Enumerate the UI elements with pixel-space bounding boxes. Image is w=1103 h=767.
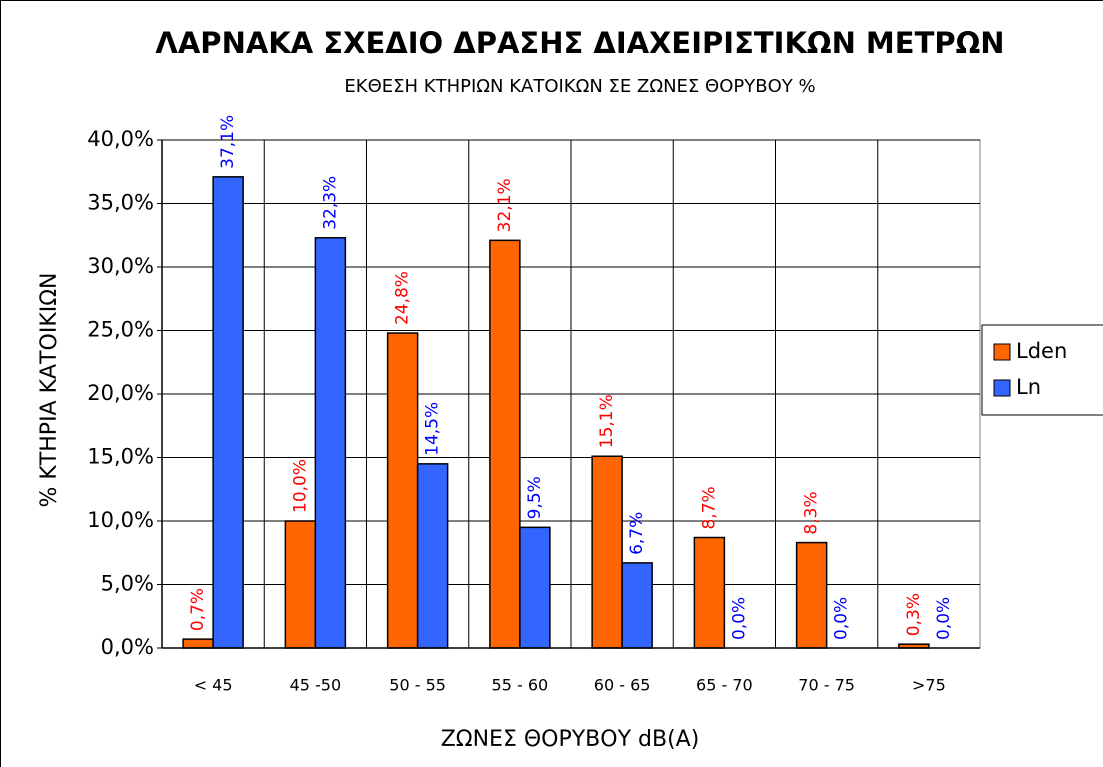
y-tick-label: 0,0% xyxy=(101,635,154,659)
x-tick-label: >75 xyxy=(912,676,946,695)
bar xyxy=(591,455,623,649)
x-tick-label: 50 - 55 xyxy=(389,676,446,695)
bar xyxy=(314,237,347,649)
y-tick-label: 10,0% xyxy=(87,508,154,532)
data-label: 9,5% xyxy=(525,476,545,519)
y-tick-label: 20,0% xyxy=(87,381,154,405)
y-tick-label: 35,0% xyxy=(87,191,154,215)
y-tick-label: 40,0% xyxy=(87,127,154,151)
legend-swatch xyxy=(993,343,1011,361)
x-tick-label: 55 - 60 xyxy=(492,676,549,695)
x-axis-label: ΖΩΝΕΣ ΘΟΡΥΒΟΥ dB(A) xyxy=(441,727,700,752)
x-tick-label: < 45 xyxy=(194,676,233,695)
data-label: 24,8% xyxy=(393,271,413,325)
legend-label: Ln xyxy=(1016,375,1041,399)
bar xyxy=(212,176,244,649)
bar xyxy=(795,541,828,649)
x-tick-label: 65 - 70 xyxy=(696,676,753,695)
bar xyxy=(416,463,449,649)
bar xyxy=(621,562,653,649)
x-tick-label: 60 - 65 xyxy=(594,676,651,695)
bar xyxy=(284,520,317,649)
data-label: 0,3% xyxy=(904,593,924,636)
data-label: 6,7% xyxy=(627,512,647,555)
chart-title: ΛΑΡΝΑΚΑ ΣΧΕΔΙΟ ΔΡΑΣΗΣ ΔΙΑΧΕΙΡΙΣΤΙΚΩΝ ΜΕΤ… xyxy=(155,26,1004,60)
y-tick-label: 30,0% xyxy=(87,254,154,278)
legend-swatch xyxy=(993,379,1011,397)
y-tick-label: 25,0% xyxy=(87,318,154,342)
legend-label: Lden xyxy=(1016,339,1067,363)
y-tick-label: 15,0% xyxy=(87,445,154,469)
legend-box xyxy=(981,324,1103,416)
data-label: 37,1% xyxy=(218,115,238,169)
y-tick-label: 5,0% xyxy=(101,572,154,596)
y-axis-label: % ΚΤΗΡΙΑ ΚΑΤΟΙΚΙΩΝ xyxy=(37,272,62,507)
bar xyxy=(182,638,214,649)
bar xyxy=(693,536,726,649)
data-label: 8,7% xyxy=(699,486,719,529)
data-label: 0,7% xyxy=(188,588,208,631)
x-tick-label: 70 - 75 xyxy=(798,676,855,695)
bar xyxy=(519,526,551,649)
data-label: 14,5% xyxy=(423,402,443,456)
data-label: 10,0% xyxy=(290,459,310,513)
x-tick-label: 45 -50 xyxy=(290,676,342,695)
bar xyxy=(489,239,521,649)
data-label: 0,0% xyxy=(832,597,852,640)
data-label: 32,1% xyxy=(495,178,515,232)
chart-subtitle: ΕΚΘΕΣΗ ΚΤΗΡΙΩΝ ΚΑΤΟΙΚΩΝ ΣΕ ΖΩΝΕΣ ΘΟΡΥΒΟΥ… xyxy=(344,76,815,97)
data-label: 32,3% xyxy=(320,176,340,230)
data-label: 8,3% xyxy=(802,491,822,534)
data-label: 0,0% xyxy=(729,597,749,640)
bar xyxy=(386,332,419,649)
data-label: 0,0% xyxy=(934,597,954,640)
data-label: 15,1% xyxy=(597,394,617,448)
